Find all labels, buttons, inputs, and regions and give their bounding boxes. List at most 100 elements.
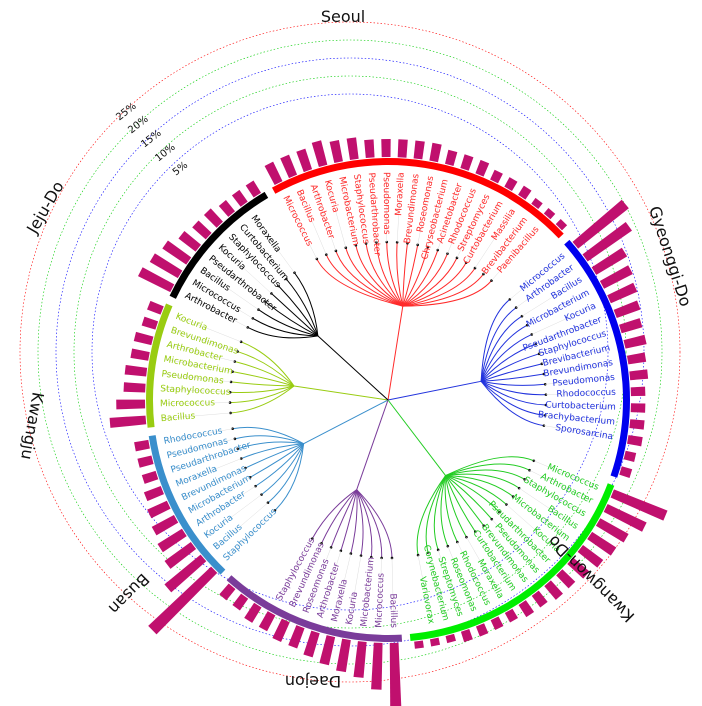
tree-branch-3-1	[356, 489, 383, 558]
tree-branch-4-4	[249, 443, 304, 478]
tree-branch-0-4	[355, 245, 404, 307]
tree-root-link-0	[387, 306, 404, 401]
tree-spoke-6-6	[242, 226, 287, 280]
ring-tick-1: 10%	[153, 142, 177, 164]
bar-2-8	[531, 590, 548, 608]
tree-spoke-1-11	[545, 404, 614, 408]
bar-2-11	[490, 616, 504, 631]
tree-branch-0-12	[402, 249, 439, 307]
tree-branch-4-0	[274, 443, 305, 511]
tree-branch-1-10	[480, 380, 546, 396]
tree-spoke-0-1	[299, 191, 327, 255]
bar-4-1	[164, 554, 207, 593]
bar-1-15	[619, 466, 633, 478]
tree-spoke-0-15	[465, 203, 500, 263]
tree-branch-4-1	[267, 443, 305, 504]
tree-leaf-6-0	[246, 326, 250, 329]
bar-5-7	[147, 300, 164, 315]
bar-1-14	[623, 450, 637, 462]
tree-spoke-3-5	[320, 550, 342, 616]
tree-spoke-1-0	[509, 255, 563, 300]
bar-4-7	[141, 470, 159, 484]
tree-branch-0-15	[402, 262, 467, 307]
tree-spoke-0-5	[356, 176, 367, 244]
tree-spoke-2-4	[512, 496, 568, 539]
bar-1-12	[629, 419, 645, 430]
tree-spoke-5-2	[162, 388, 231, 393]
tree-branch-2-5	[445, 475, 507, 505]
tree-branch-4-5	[245, 443, 304, 469]
tree-spoke-2-10	[466, 537, 501, 597]
tree-branch-5-1	[230, 385, 295, 404]
tree-branch-1-8	[481, 373, 544, 382]
tree-root-link-5	[293, 385, 389, 401]
tree-spoke-5-0	[162, 412, 231, 419]
bar-2-7	[544, 580, 563, 600]
bar-0-17	[531, 197, 543, 210]
tree-leaf-3-6	[329, 546, 333, 549]
bar-6-2	[162, 240, 192, 265]
bar-1-11	[630, 403, 646, 413]
bar-2-14	[445, 633, 456, 644]
tree-spoke-1-8	[543, 362, 611, 375]
bar-3-9	[244, 602, 262, 623]
tree-branch-0-0	[316, 258, 403, 307]
bar-3-7	[272, 618, 290, 643]
genus-label-0-7: Pseudomonas	[381, 172, 391, 235]
bar-4-8	[137, 455, 154, 468]
genus-label-1-11: Curtobacterium	[545, 400, 616, 412]
bar-0-2	[296, 148, 313, 173]
tree-spoke-4-5	[183, 467, 246, 498]
tree-branch-0-10	[402, 244, 419, 307]
tree-branch-5-2	[230, 385, 295, 393]
tree-spoke-2-12	[447, 546, 474, 610]
tree-spoke-1-6	[539, 333, 605, 355]
tree-spoke-4-8	[168, 438, 235, 456]
tree-branch-2-0	[445, 456, 535, 477]
tree-branch-6-7	[294, 272, 319, 336]
tree-branch-0-2	[335, 250, 403, 307]
bar-2-0	[610, 489, 668, 521]
bar-0-14	[490, 169, 503, 184]
tree-spoke-3-0	[391, 557, 394, 626]
genus-label-1-10: Rhodococcus	[556, 388, 616, 400]
bar-1-6	[619, 318, 643, 334]
tree-branch-2-14	[425, 475, 446, 553]
tree-branch-6-2	[258, 309, 318, 337]
tree-spoke-1-3	[527, 292, 588, 326]
tree-spoke-0-13	[447, 190, 474, 254]
tree-spoke-4-6	[178, 458, 242, 484]
genus-label-0-8: Moraxella	[394, 172, 407, 216]
tree-spoke-3-3	[349, 555, 362, 623]
tree-root-link-6	[317, 335, 389, 401]
tree-spoke-1-7	[541, 348, 609, 365]
bar-3-5	[303, 630, 320, 658]
tree-spoke-5-1	[162, 402, 231, 404]
tree-root-link-4	[303, 399, 389, 445]
bar-5-2	[123, 382, 146, 393]
tree-leaf-3-4	[349, 552, 353, 555]
tree-spoke-6-1	[194, 282, 253, 319]
region-arc-3	[226, 575, 403, 642]
tree-spoke-6-0	[187, 295, 248, 328]
tree-spoke-2-2	[524, 479, 584, 514]
tree-spoke-1-4	[531, 306, 594, 335]
tree-spoke-2-5	[506, 504, 558, 550]
bar-6-7	[231, 189, 248, 207]
tree-spoke-2-15	[417, 555, 432, 622]
bar-2-1	[603, 504, 647, 532]
tree-spoke-3-8	[279, 538, 313, 599]
bar-4-4	[151, 514, 179, 536]
tree-leaf-5-7	[239, 340, 243, 344]
tree-spoke-2-7	[491, 518, 537, 571]
ring-1	[73, 75, 627, 629]
tree-spoke-4-7	[172, 448, 238, 471]
bar-0-19	[555, 218, 568, 231]
tree-branch-0-9	[402, 243, 408, 307]
genus-label-5-1: Micrococcus	[160, 398, 215, 409]
tree-spoke-0-17	[483, 219, 525, 275]
genus-label-1-12: Brachybacterium	[537, 410, 615, 427]
tree-branch-1-11	[480, 380, 546, 406]
tree-spoke-1-12	[545, 415, 613, 423]
